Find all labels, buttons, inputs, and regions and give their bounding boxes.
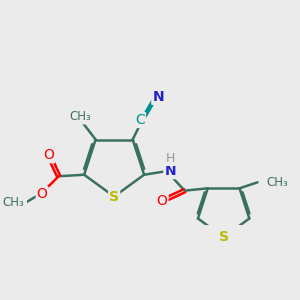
Text: CH₃: CH₃ (70, 110, 92, 124)
Text: S: S (219, 230, 229, 244)
Text: N: N (152, 90, 164, 104)
Text: O: O (43, 148, 54, 162)
Text: H: H (166, 152, 175, 165)
Text: O: O (37, 187, 48, 201)
Text: C: C (135, 113, 145, 127)
Text: O: O (157, 194, 167, 208)
Text: CH₃: CH₃ (266, 176, 288, 189)
Text: CH₃: CH₃ (2, 196, 24, 209)
Text: N: N (164, 164, 176, 178)
Text: S: S (109, 190, 119, 203)
